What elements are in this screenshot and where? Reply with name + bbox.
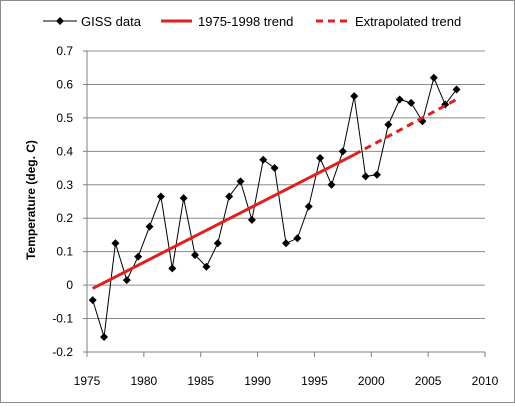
data-point-giss [259,155,268,164]
x-tick-label: 1995 [301,374,328,388]
y-tick-label: 0.2 [56,211,73,225]
data-point-giss [350,92,359,101]
legend-label-1975-1998-trend: 1975-1998 trend [198,14,293,29]
y-tick-label: 0.5 [56,111,73,125]
y-tick-label: 0 [66,278,73,292]
data-point-giss [122,276,131,285]
gridlines [87,50,485,320]
data-point-giss [384,120,393,129]
data-point-giss [145,222,154,231]
y-tick-label: 0.4 [56,144,73,158]
y-tick-label: 0.6 [56,77,73,91]
x-tick-label: 1990 [244,374,271,388]
series-line-1975-1998-trend [92,153,355,290]
plot-area [88,73,461,341]
data-point-giss [168,264,177,273]
x-tick-label: 1980 [131,374,158,388]
legend-label-giss-data: GISS data [81,14,142,29]
data-point-giss [247,215,256,224]
data-point-giss [282,239,290,248]
data-point-giss [361,172,370,181]
data-point-giss [452,85,461,94]
data-point-giss [429,73,438,82]
x-tick-label: 2010 [472,374,499,388]
series-line-giss-data [92,76,457,338]
data-point-giss [156,192,165,201]
data-point-giss [304,202,313,211]
data-point-giss [191,251,200,260]
x-tick-label: 2005 [415,374,442,388]
data-point-giss [327,180,336,189]
y-tick-label: 0.3 [56,178,73,192]
x-tick-label: 1975 [74,374,101,388]
data-point-giss [372,170,381,179]
data-point-giss [88,296,97,305]
x-tick-label: 2000 [358,374,385,388]
legend-marker-giss-data [56,17,64,25]
data-point-giss [225,192,234,201]
data-point-giss [407,98,416,107]
y-tick-label: 0.7 [56,44,73,58]
y-tick-label: 0.1 [56,245,73,259]
axes: -0.2 -0.1 0 0.1 0.2 0.3 0.4 0.5 0.6 0.7 1975 1980 19… [52,44,498,388]
data-point-giss [179,194,188,203]
data-point-giss [395,95,404,104]
y-tick-label: -0.2 [52,345,73,359]
data-point-giss [293,234,302,243]
data-point-giss [202,262,211,271]
data-point-giss [134,252,143,261]
data-point-giss [236,177,245,186]
x-tick-label: 1985 [187,374,214,388]
data-point-giss [316,154,325,163]
data-point-giss [100,332,109,341]
y-tick-label: -0.1 [52,312,73,326]
data-point-giss [270,164,279,173]
y-axis-label: Temperature (deg. C) [24,140,38,260]
data-point-giss [213,239,222,248]
legend-label-extrapolated-trend: Extrapolated trend [355,14,461,29]
series-line-extrapolated-trend [353,98,458,156]
legend: GISS data 1975-1998 trend Extrapolated tre… [43,14,461,29]
data-point-giss [111,239,120,248]
data-point-giss [338,147,347,156]
